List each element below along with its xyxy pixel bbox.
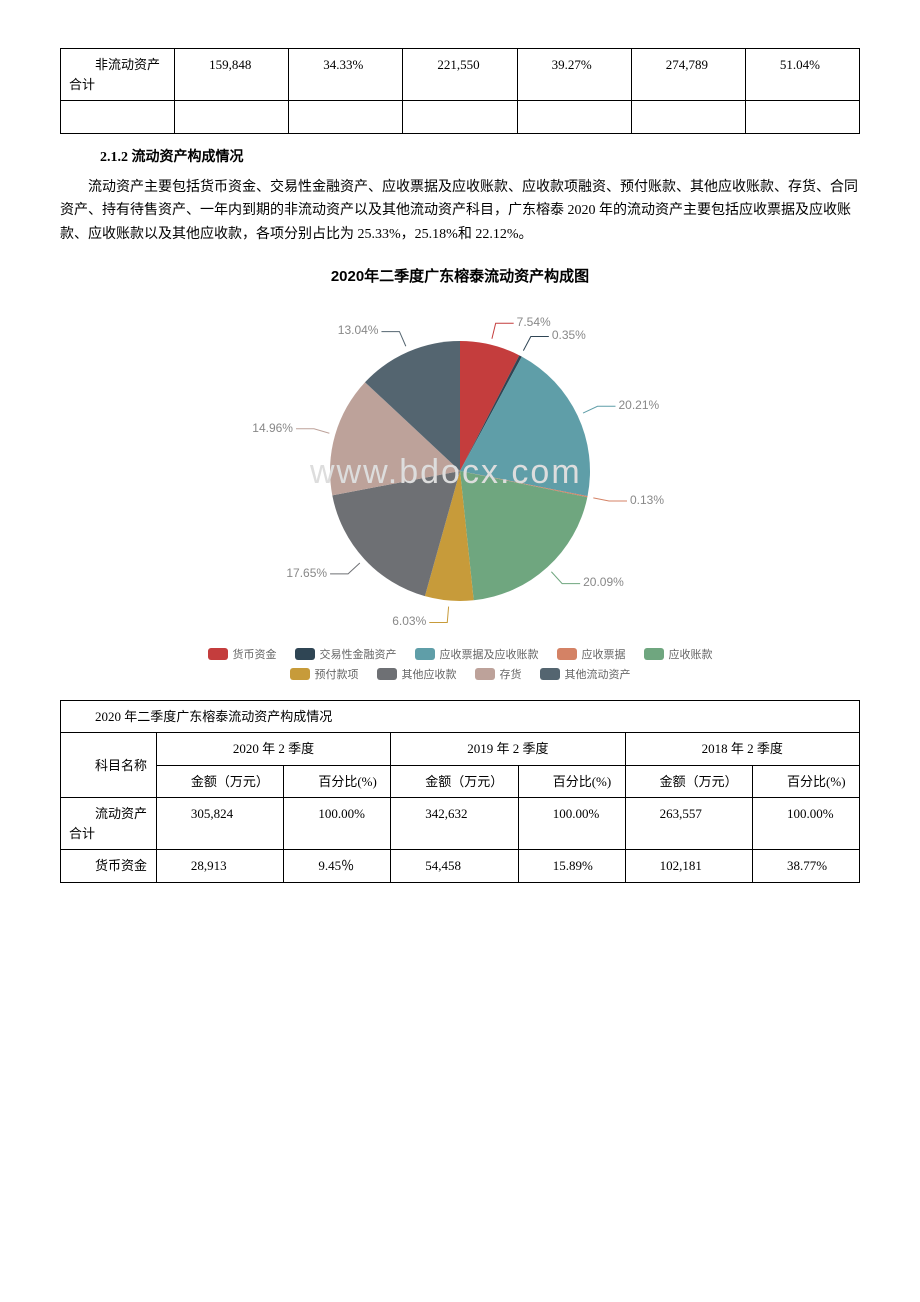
- table-caption-row: 2020 年二季度广东榕泰流动资产构成情况: [61, 700, 860, 733]
- legend-label: 其他应收款: [402, 666, 457, 682]
- cell: 263,557: [625, 798, 752, 850]
- pie-label: 0.35%: [552, 328, 586, 342]
- cell: [631, 101, 745, 134]
- current-assets-table: 2020 年二季度广东榕泰流动资产构成情况 科目名称 2020 年 2 季度 2…: [60, 700, 860, 883]
- cell: [175, 101, 289, 134]
- legend-swatch: [290, 668, 310, 680]
- cell: [61, 101, 175, 134]
- cell-label: 非流动资产合计: [61, 49, 175, 101]
- cell: 159,848: [175, 49, 289, 101]
- cell: [403, 101, 517, 134]
- table-header-row: 科目名称 2020 年 2 季度 2019 年 2 季度 2018 年 2 季度: [61, 733, 860, 766]
- legend-item: 应收账款: [644, 646, 713, 662]
- table-row: 流动资产合计 305,824 100.00% 342,632 100.00% 2…: [61, 798, 860, 850]
- cell: 221,550: [403, 49, 517, 101]
- table-row: 货币资金 28,913 9.45％ 54,458 15.89% 102,181 …: [61, 850, 860, 883]
- cell: 305,824: [156, 798, 283, 850]
- legend-item: 货币资金: [208, 646, 277, 662]
- legend-swatch: [540, 668, 560, 680]
- legend-item: 预付款项: [290, 666, 359, 682]
- legend-label: 应收票据及应收账款: [440, 646, 539, 662]
- cell: 51.04%: [745, 49, 859, 101]
- cell: 54,458: [391, 850, 518, 883]
- col-sub-pct: 百分比(%): [284, 765, 391, 798]
- pie-label: 0.13%: [630, 493, 664, 507]
- pie-label: 20.21%: [619, 398, 660, 412]
- pie-label: 13.04%: [338, 323, 379, 337]
- legend-label: 交易性金融资产: [320, 646, 397, 662]
- noncurrent-assets-table: 非流动资产合计 159,848 34.33% 221,550 39.27% 27…: [60, 48, 860, 134]
- pie-label: 6.03%: [392, 614, 426, 628]
- col-header-period: 2018 年 2 季度: [625, 733, 859, 766]
- legend-swatch: [295, 648, 315, 660]
- legend-label: 存货: [500, 666, 522, 682]
- cell: [745, 101, 859, 134]
- cell: 102,181: [625, 850, 752, 883]
- chart-title: 2020年二季度广东榕泰流动资产构成图: [60, 265, 860, 286]
- legend-item: 其他流动资产: [540, 666, 631, 682]
- col-sub-pct: 百分比(%): [753, 765, 860, 798]
- cell-label: 流动资产合计: [61, 798, 157, 850]
- cell: 274,789: [631, 49, 745, 101]
- cell: [289, 101, 403, 134]
- paragraph: 流动资产主要包括货币资金、交易性金融资产、应收票据及应收账款、应收款项融资、预付…: [60, 176, 860, 247]
- pie-svg: [180, 296, 740, 636]
- cell: 100.00%: [284, 798, 391, 850]
- legend-swatch: [208, 648, 228, 660]
- table-row: 非流动资产合计 159,848 34.33% 221,550 39.27% 27…: [61, 49, 860, 101]
- legend-swatch: [377, 668, 397, 680]
- legend-item: 存货: [475, 666, 522, 682]
- legend-item: 其他应收款: [377, 666, 457, 682]
- legend-label: 应收账款: [669, 646, 713, 662]
- cell: 100.00%: [518, 798, 625, 850]
- cell: 39.27%: [517, 49, 631, 101]
- pie-label: 7.54%: [517, 315, 551, 329]
- col-header-period: 2020 年 2 季度: [156, 733, 390, 766]
- col-sub-money: 金额（万元）: [156, 765, 283, 798]
- legend-label: 货币资金: [233, 646, 277, 662]
- cell: [517, 101, 631, 134]
- legend-swatch: [415, 648, 435, 660]
- pie-chart: 7.54%0.35% 20.21% 0.13% 20.09% 6.03% 17.65% 14…: [180, 296, 740, 636]
- legend-item: 应收票据: [557, 646, 626, 662]
- section-heading: 2.1.2 流动资产构成情况: [100, 146, 860, 166]
- table-row: [61, 101, 860, 134]
- table-subheader-row: 金额（万元） 百分比(%) 金额（万元） 百分比(%) 金额（万元） 百分比(%…: [61, 765, 860, 798]
- legend-label: 应收票据: [582, 646, 626, 662]
- pie-label: 17.65%: [286, 566, 327, 580]
- chart-legend: 货币资金 交易性金融资产 应收票据及应收账款 应收票据 应收账款预付款项 其他应收款 存货 其…: [180, 646, 740, 682]
- cell: 15.89%: [518, 850, 625, 883]
- cell: 100.00%: [753, 798, 860, 850]
- legend-swatch: [475, 668, 495, 680]
- col-header-period: 2019 年 2 季度: [391, 733, 625, 766]
- pie-label: 14.96%: [252, 421, 293, 435]
- legend-label: 其他流动资产: [565, 666, 631, 682]
- col-sub-money: 金额（万元）: [625, 765, 752, 798]
- legend-item: 交易性金融资产: [295, 646, 397, 662]
- table-caption: 2020 年二季度广东榕泰流动资产构成情况: [61, 700, 860, 733]
- cell: 28,913: [156, 850, 283, 883]
- legend-label: 预付款项: [315, 666, 359, 682]
- legend-swatch: [557, 648, 577, 660]
- col-sub-money: 金额（万元）: [391, 765, 518, 798]
- cell: 34.33%: [289, 49, 403, 101]
- cell: 342,632: [391, 798, 518, 850]
- legend-item: 应收票据及应收账款: [415, 646, 539, 662]
- cell-label: 货币资金: [61, 850, 157, 883]
- cell: 38.77%: [753, 850, 860, 883]
- col-sub-pct: 百分比(%): [518, 765, 625, 798]
- legend-swatch: [644, 648, 664, 660]
- col-header-name: 科目名称: [61, 733, 157, 798]
- pie-label: 20.09%: [583, 575, 624, 589]
- cell: 9.45％: [284, 850, 391, 883]
